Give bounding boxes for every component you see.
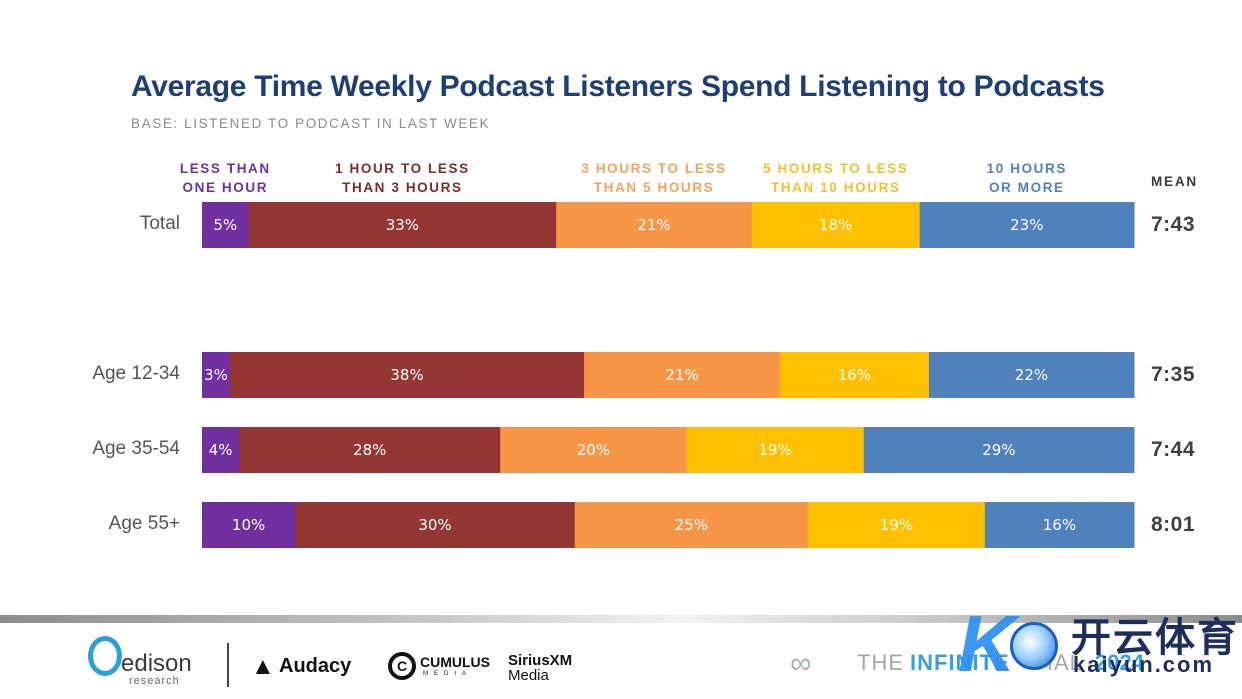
mean-value: 8:01 [1151, 513, 1196, 536]
legend-entry-line: THAN 3 HOURS [342, 180, 463, 195]
bar-segment [202, 502, 296, 548]
mean-header: MEAN [1151, 174, 1198, 189]
bar-segment [295, 502, 576, 548]
legend-entry-line: 10 HOURS [986, 161, 1067, 176]
bar-data-label: 19% [759, 441, 792, 459]
row-label: Age 55+ [108, 513, 180, 534]
bar-segment [779, 352, 930, 398]
bar-data-label: 3% [204, 366, 228, 384]
bar-data-label: 4% [209, 441, 233, 459]
cumulus-logo-text: CUMULUS [420, 654, 490, 670]
bar-data-label: 30% [418, 516, 451, 534]
audacy-logo-text: Audacy [279, 655, 352, 677]
edison-logo-icon [88, 636, 122, 676]
legend-entry: 3 HOURS TO LESS THAN 5 HOURS [581, 159, 726, 197]
bar-data-label: 28% [353, 441, 386, 459]
legend-entry-line: ONE HOUR [182, 180, 269, 195]
bar-segment [686, 427, 865, 473]
bar-segment [863, 427, 1135, 473]
chart-title: Average Time Weekly Podcast Listeners Sp… [131, 70, 1105, 103]
legend-entry-line: 3 HOURS TO LESS [581, 161, 727, 176]
stacked-bar-chart: 5% 33% 21% 18% 23% 3% 38% 21% 16% 22% 4% 28% 20% 19% 2… [202, 202, 1135, 548]
legend-entry: LESS THAN ONE HOUR [180, 159, 271, 197]
legend-entry: 1 HOUR TO LESS THAN 3 HOURS [335, 159, 470, 197]
infinite-dial-year: 2024 [1095, 650, 1144, 675]
legend-entry-line: LESS THAN [179, 161, 271, 176]
chart-subtitle: BASE: LISTENED TO PODCAST IN LAST WEEK [131, 116, 491, 131]
bar-segment [202, 202, 250, 248]
bar-segment [202, 352, 231, 398]
bar-data-label: 38% [390, 366, 423, 384]
bar-data-label: 22% [1015, 366, 1048, 384]
legend-entry-line: 5 HOURS TO LESS [763, 161, 909, 176]
legend-entry-line: 1 HOUR TO LESS [335, 161, 470, 176]
bar-data-label: 25% [675, 516, 708, 534]
cumulus-logo-icon: C [388, 652, 416, 680]
infinite-dial-infinite: INFINITE [910, 650, 1010, 675]
infinite-dial-logo-icon: ∞ [790, 647, 812, 680]
row-label: Age 35-54 [92, 438, 180, 459]
bar-data-label: 23% [1010, 216, 1043, 234]
edison-logo-text: edison [121, 650, 192, 677]
bar-segment [556, 202, 753, 248]
bar-segment [751, 202, 921, 248]
bar-data-label: 19% [880, 516, 913, 534]
cumulus-logo-subtext: MEDIA [423, 671, 473, 677]
legend-entry: 10 HOURS OR MORE [987, 159, 1067, 197]
legend-entry-line: THAN 5 HOURS [593, 180, 715, 195]
bar-segment [928, 352, 1135, 398]
footer-divider-bar [0, 615, 1242, 623]
bar-data-label: 21% [665, 366, 698, 384]
bar-segment [500, 427, 688, 473]
siriusxm-logo-text: SiriusXM [508, 652, 573, 669]
bar-data-label: 20% [577, 441, 610, 459]
bar-segment [229, 352, 585, 398]
bar-data-label: 5% [213, 216, 237, 234]
bar-segment [584, 352, 781, 398]
audacy-logo-icon: ▲ [251, 653, 275, 680]
watermark-url: kaiyun.com [1073, 652, 1215, 677]
infinite-dial-the: THE [857, 650, 904, 675]
watermark-chinese-text: 开云体育 [1071, 616, 1239, 660]
bar-segment [919, 202, 1135, 248]
watermark-k-icon: K [958, 599, 1016, 688]
bar-segment [984, 502, 1135, 548]
row-label: Age 12-34 [92, 363, 180, 384]
bar-data-label: 33% [386, 216, 419, 234]
mean-value: 7:43 [1151, 213, 1196, 236]
bar-segment [248, 202, 557, 248]
bar-segment [807, 502, 986, 548]
bar-segment [202, 427, 240, 473]
bar-data-label: 16% [838, 366, 871, 384]
logo-divider [227, 643, 229, 687]
legend-entry-line: OR MORE [988, 180, 1065, 195]
row-label: Total [139, 213, 180, 234]
bar-segment [239, 427, 501, 473]
bar-segment [574, 502, 809, 548]
bar-data-label: 18% [819, 216, 852, 234]
bar-data-label: 21% [637, 216, 670, 234]
legend-entry: 5 HOURS TO LESS THAN 10 HOURS [763, 159, 908, 197]
legend-entry-line: THAN 10 HOURS [770, 180, 901, 195]
bar-data-label: 16% [1043, 516, 1076, 534]
watermark-soccer-ball-icon [1010, 622, 1058, 670]
mean-value: 7:35 [1151, 363, 1196, 386]
bar-data-label: 29% [982, 441, 1015, 459]
bar-data-label: 10% [232, 516, 265, 534]
siriusxm-logo-subtext: Media [508, 667, 549, 684]
edison-logo-subtext: research [129, 675, 180, 687]
mean-value: 7:44 [1151, 438, 1196, 461]
